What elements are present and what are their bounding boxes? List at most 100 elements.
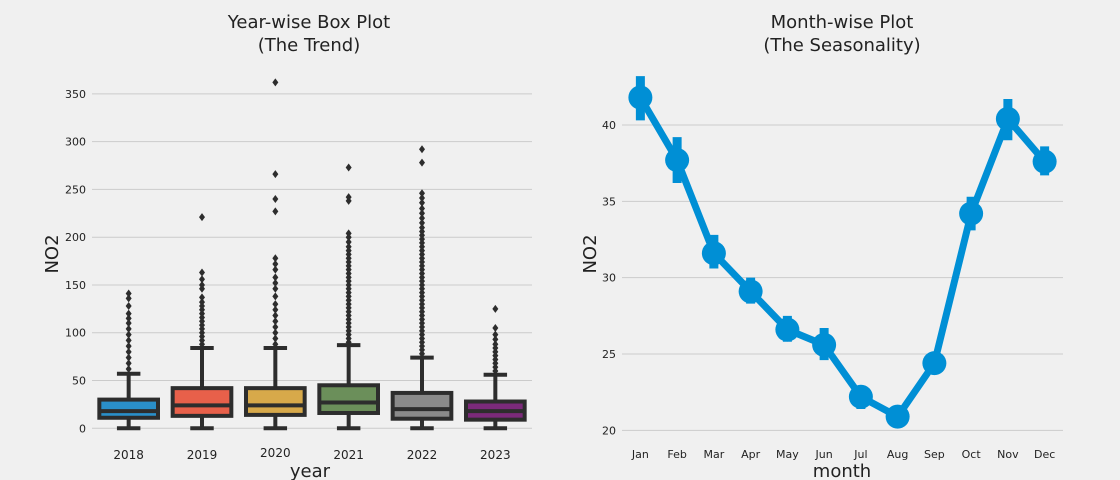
right-x-tick-label: Jul	[853, 448, 867, 461]
left-y-tick-label: 150	[65, 279, 86, 292]
outlier-point	[125, 330, 132, 339]
outlier-point	[199, 213, 205, 222]
outlier-point	[272, 334, 279, 343]
outlier-point	[345, 242, 352, 251]
right-y-tick-label: 25	[602, 348, 616, 361]
month-series-line	[637, 95, 1048, 421]
outlier-point	[345, 193, 352, 202]
outlier-point	[199, 293, 205, 302]
right-x-tick-label: Jun	[815, 448, 833, 461]
outlier-point	[345, 163, 352, 172]
right-y-tick-label: 20	[602, 424, 616, 437]
left-y-tick-label: 100	[65, 327, 86, 340]
outlier-point	[345, 237, 352, 246]
outlier-point	[199, 280, 205, 289]
outlier-point	[419, 158, 425, 167]
left-chart-title-line-2: (The Trend)	[258, 35, 361, 56]
month-point-plot-panel: Month-wise Plot (The Seasonality) month …	[580, 12, 1063, 480]
outlier-point	[125, 301, 132, 310]
left-x-tick-label: 2021	[333, 448, 364, 462]
right-x-tick-label: Nov	[997, 448, 1019, 461]
outlier-point	[492, 335, 499, 344]
outlier-point	[419, 214, 425, 223]
point-Dec	[1032, 149, 1057, 174]
outlier-point	[272, 273, 279, 282]
outlier-point	[272, 300, 279, 309]
outlier-point	[272, 170, 279, 179]
box-2021	[317, 383, 381, 415]
outlier-point	[272, 322, 279, 331]
outlier-point	[272, 340, 279, 349]
box-2020	[244, 386, 307, 417]
right-x-tick-label: Feb	[667, 448, 686, 461]
outlier-point	[125, 294, 132, 303]
outlier-point	[419, 194, 425, 203]
outlier-point	[125, 336, 132, 345]
outlier-point	[492, 340, 499, 349]
outlier-point	[125, 324, 132, 333]
point-Jul	[848, 384, 873, 409]
outlier-point	[419, 145, 425, 154]
left-chart-title-line-1: Year-wise Box Plot	[227, 12, 390, 33]
left-x-tick-label: 2020	[260, 446, 291, 460]
outlier-point	[272, 328, 279, 337]
point-Sep	[922, 351, 947, 376]
outlier-point	[125, 314, 132, 323]
left-x-tick-label: 2018	[113, 448, 144, 462]
outlier-point	[419, 189, 425, 198]
outlier-point	[492, 304, 499, 313]
point-Oct	[959, 201, 984, 226]
right-chart-title-line-2: (The Seasonality)	[763, 35, 920, 56]
outlier-point	[125, 359, 132, 368]
left-x-tick-label: 2022	[407, 448, 438, 462]
outlier-point	[125, 342, 132, 351]
box-2018	[97, 397, 161, 420]
left-x-axis-label: year	[290, 461, 331, 480]
point-Jun	[812, 332, 837, 357]
right-chart-title-line-1: Month-wise Plot	[771, 12, 914, 33]
right-x-axis-label: month	[813, 461, 871, 480]
left-y-tick-label: 300	[65, 136, 86, 149]
outlier-point	[272, 284, 279, 293]
outlier-point	[492, 330, 499, 339]
right-x-tick-label: Jan	[631, 448, 649, 461]
left-y-tick-label: 250	[65, 183, 86, 196]
outlier-point	[419, 209, 425, 218]
left-x-tick-label: 2019	[187, 448, 218, 462]
outlier-point	[419, 204, 425, 213]
right-x-tick-label: Dec	[1034, 448, 1055, 461]
right-y-axis-label: NO2	[580, 234, 601, 273]
outlier-point	[199, 298, 205, 307]
point-Jan	[628, 85, 653, 110]
outlier-point	[272, 207, 279, 216]
right-x-tick-label: Mar	[703, 448, 724, 461]
box-2019	[170, 386, 234, 418]
right-y-tick-label: 35	[602, 195, 616, 208]
left-y-tick-label: 350	[65, 88, 86, 101]
outlier-point	[272, 259, 279, 268]
outlier-point	[492, 323, 499, 332]
outlier-point	[272, 317, 279, 326]
right-y-tick-label: 40	[602, 119, 616, 132]
outlier-point	[419, 218, 425, 227]
outlier-point	[272, 78, 279, 87]
outlier-point	[272, 265, 279, 274]
outlier-point	[125, 353, 132, 362]
point-Nov	[995, 106, 1020, 131]
outlier-point	[125, 365, 132, 374]
outlier-point	[125, 347, 132, 356]
outlier-point	[125, 319, 132, 328]
outlier-point	[345, 229, 352, 238]
left-y-tick-label: 50	[72, 374, 86, 387]
point-Feb	[665, 148, 690, 173]
outlier-point	[419, 223, 425, 232]
right-x-tick-label: Aug	[887, 448, 908, 461]
outlier-point	[419, 198, 425, 207]
point-Aug	[885, 404, 910, 429]
right-x-tick-label: Sep	[924, 448, 945, 461]
outlier-point	[125, 289, 132, 298]
point-May	[775, 317, 800, 342]
point-Apr	[738, 279, 763, 304]
